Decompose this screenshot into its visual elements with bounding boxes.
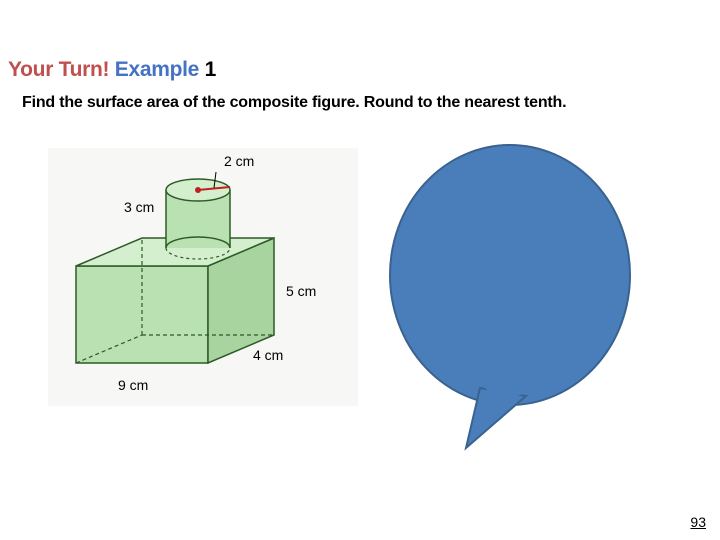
label-prism-height: 5 cm [286,283,316,299]
slide-heading: Your Turn! Example 1 [8,58,216,82]
cylinder-center-dot [195,187,201,193]
page-number: 93 [690,514,706,530]
prism-front-face [76,266,208,363]
label-radius: 2 cm [224,153,254,169]
bubble-oval [390,145,630,405]
speech-bubble [380,140,660,460]
label-prism-width: 9 cm [118,377,148,393]
label-prism-depth: 4 cm [253,347,283,363]
heading-part-example: Example [115,58,199,81]
composite-figure-diagram: 2 cm 3 cm 5 cm 4 cm 9 cm [48,148,358,416]
speech-bubble-svg [380,140,660,460]
label-cyl-height: 3 cm [124,199,154,215]
heading-part-your-turn: Your Turn! [8,58,109,81]
figure-svg: 2 cm 3 cm 5 cm 4 cm 9 cm [48,148,358,416]
heading-part-number: 1 [205,58,216,81]
problem-prompt: Find the surface area of the composite f… [22,92,698,114]
